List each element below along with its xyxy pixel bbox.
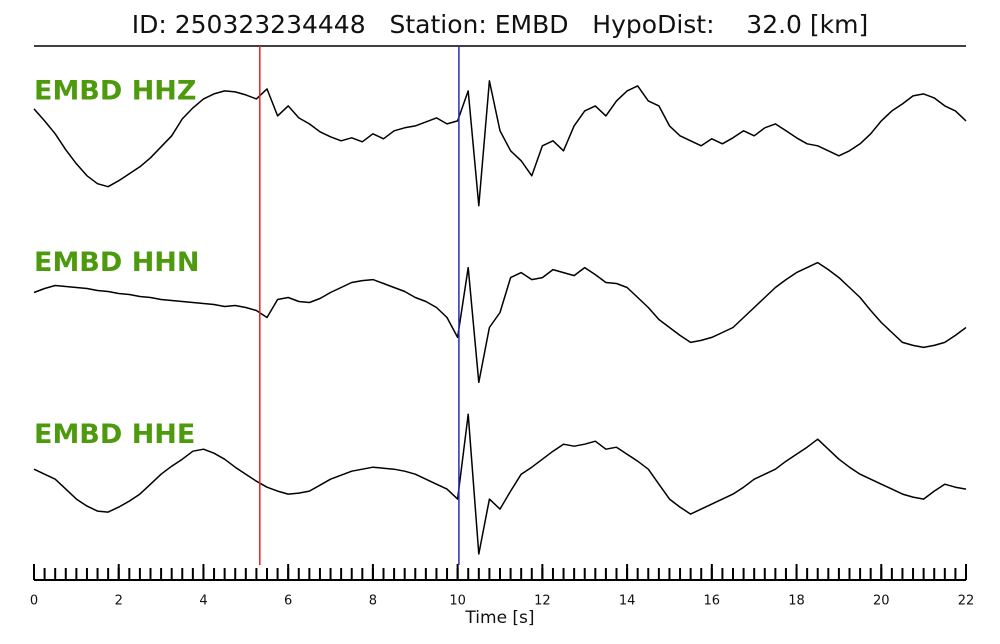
trace <box>33 413 967 555</box>
channel-label: EMBD HHN <box>34 247 200 278</box>
x-tick-label: 4 <box>199 594 207 609</box>
x-tick-label: 6 <box>284 594 292 609</box>
x-axis-label: Time [s] <box>464 608 534 628</box>
x-tick-label: 12 <box>534 594 551 609</box>
trace <box>33 80 967 207</box>
channel-label: EMBD HHE <box>34 419 195 450</box>
channel-label: EMBD HHZ <box>34 76 196 107</box>
chart-title: ID: 250323234448 Station: EMBD HypoDist:… <box>132 10 869 39</box>
x-tick-label: 8 <box>369 594 377 609</box>
x-tick-label: 2 <box>115 594 123 609</box>
x-tick-label: 0 <box>30 594 38 609</box>
x-tick-label: 14 <box>619 594 636 609</box>
x-tick-label: 16 <box>704 594 721 609</box>
trace <box>33 261 967 384</box>
x-tick-label: 10 <box>449 594 466 609</box>
x-tick-label: 18 <box>788 594 805 609</box>
x-tick-label: 20 <box>873 594 890 609</box>
x-tick-label: 22 <box>958 594 975 609</box>
